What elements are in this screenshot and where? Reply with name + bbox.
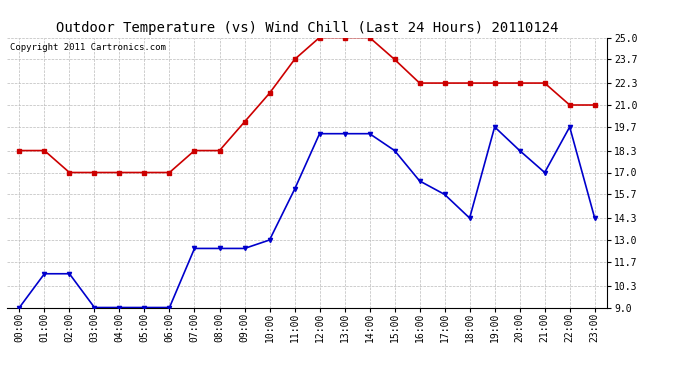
Text: Copyright 2011 Cartronics.com: Copyright 2011 Cartronics.com xyxy=(10,43,166,52)
Title: Outdoor Temperature (vs) Wind Chill (Last 24 Hours) 20110124: Outdoor Temperature (vs) Wind Chill (Las… xyxy=(56,21,558,35)
